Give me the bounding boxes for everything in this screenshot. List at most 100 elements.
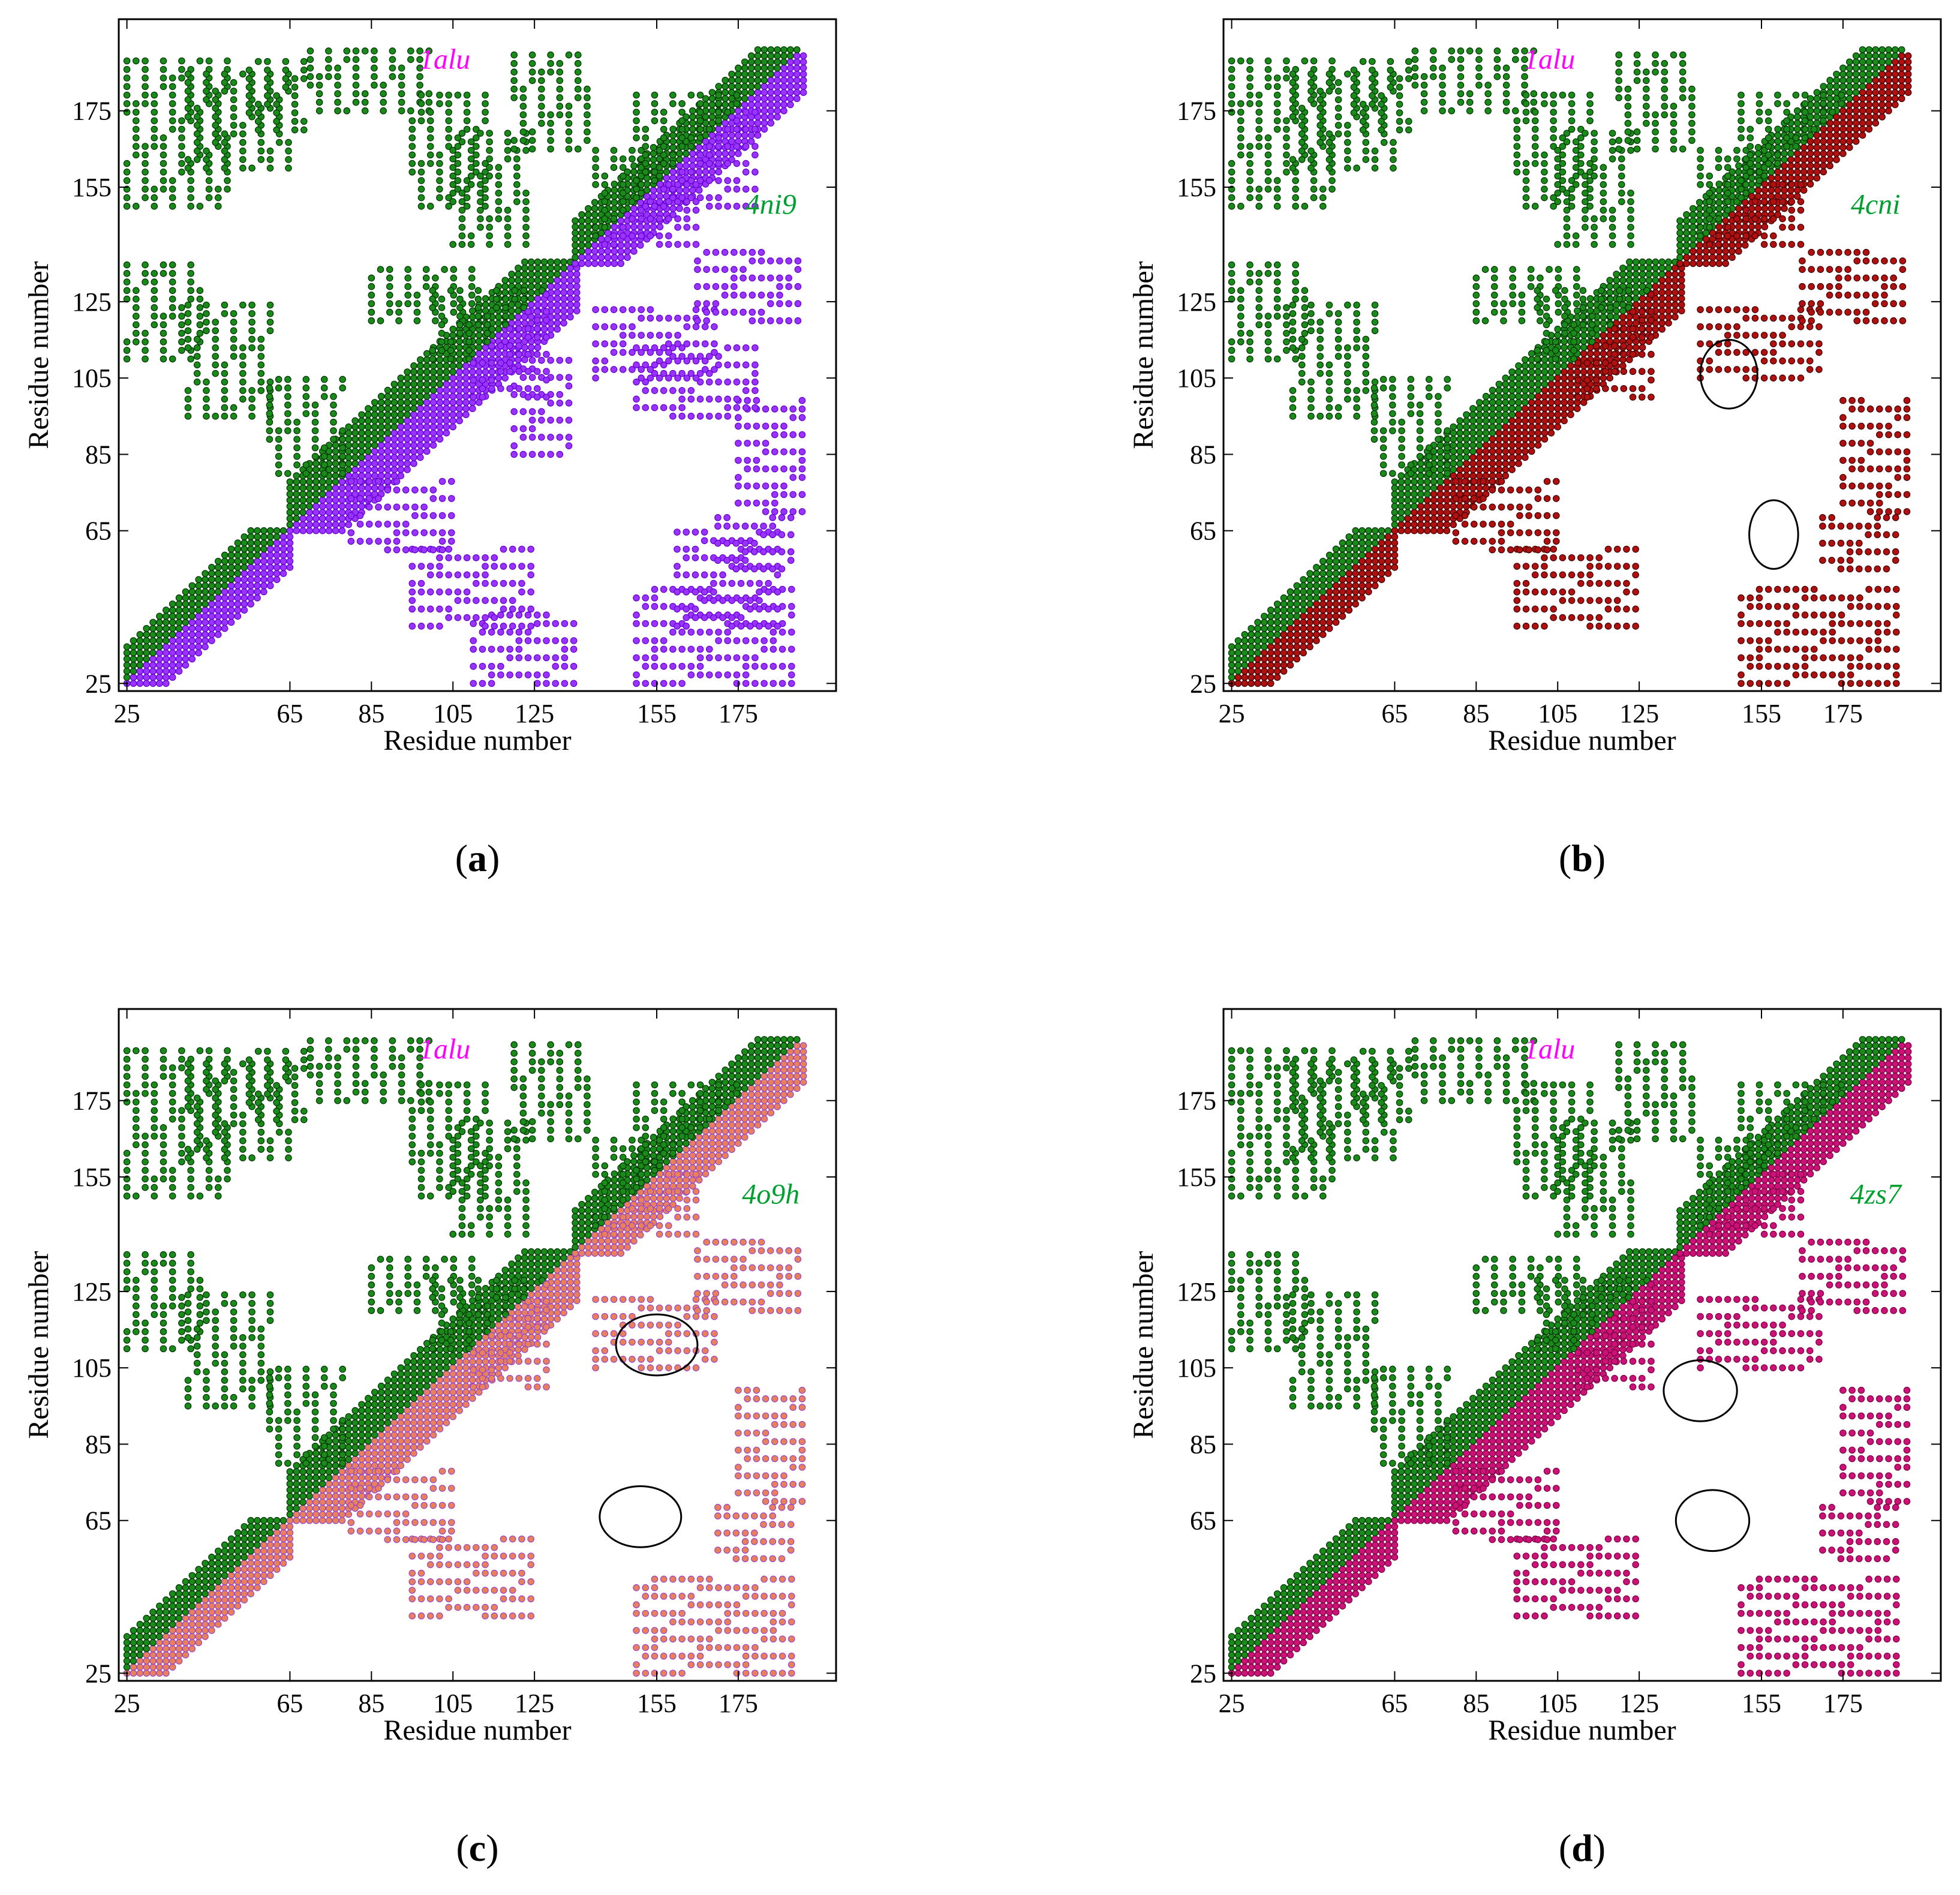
1alu-point [426,151,434,159]
4cni-point [1313,618,1320,626]
1alu-point [477,198,484,205]
1alu-point [315,82,323,89]
4ni9-point [687,387,695,394]
4ni9-point [711,323,718,331]
4ni9-point [787,557,795,564]
4ni9-point [647,374,654,382]
4ni9-point [390,460,398,467]
1alu-point [351,454,359,461]
y-tick-label: 155 [72,173,112,202]
4ni9-point [601,241,609,248]
4cni-point [1561,405,1568,412]
1alu-point [334,73,341,80]
4cni-point [1522,423,1529,431]
1alu-point [136,631,144,638]
1alu-point [361,90,369,98]
4cni-point [1345,594,1353,602]
4ni9-point [683,374,691,382]
1alu-point [1833,83,1840,90]
4ni9-point [241,576,248,583]
1alu-point [221,557,229,565]
4ni9-point [642,603,650,610]
4cni-point [1332,588,1340,596]
4ni9-point [241,594,248,602]
1alu-point [184,395,192,403]
1alu-point [477,130,484,137]
1alu-point [1820,83,1827,90]
1alu-point [282,83,290,91]
1alu-point [334,90,341,98]
1alu-point [416,56,423,63]
4cni-point [1709,260,1716,268]
x-tick-label: 65 [276,699,303,728]
1alu-point [638,181,645,188]
1alu-point [293,444,300,452]
4cni-point [1541,392,1549,400]
1alu-point [410,399,417,406]
4ni9-point [611,254,618,261]
1alu-point [1286,594,1294,602]
1alu-point [404,405,411,412]
4ni9-point [423,399,431,406]
4ni9-point [325,509,333,516]
4ni9-point [674,340,681,347]
4cni-point [1715,223,1723,230]
1alu-point [1502,411,1510,419]
4ni9-point [617,254,624,261]
1alu-point [1502,392,1510,400]
4cni-point [1833,131,1840,139]
1alu-point [611,199,618,206]
4ni9-point [338,484,346,492]
4ni9-point [776,257,783,265]
4ni9-point [227,618,235,626]
4ni9-point [735,422,742,430]
4ni9-point [683,623,690,630]
4cni-point [1839,144,1847,151]
4ni9-point [769,628,777,636]
4cni-point [1683,260,1690,268]
1alu-point [1247,637,1255,644]
1alu-point [410,368,417,376]
1alu-point [578,241,585,249]
4ni9-point [351,484,359,492]
1alu-point [300,75,308,82]
1alu-point [130,661,137,669]
4ni9-point [188,631,196,638]
1alu-point [133,57,140,65]
1alu-point [390,399,398,406]
1alu-point [142,143,149,150]
1alu-point [1632,289,1640,296]
4ni9-point [482,350,489,358]
1alu-point [339,427,347,434]
4cni-point [1781,187,1788,194]
1alu-point [332,472,339,479]
4cni-point [1522,411,1529,419]
4ni9-point [500,579,507,587]
4ni9-point [377,454,385,461]
1alu-point [160,177,167,184]
4ni9-point [447,537,455,545]
1alu-point [193,113,201,121]
1alu-point [203,79,210,86]
4ni9-point [208,612,215,620]
4cni-point [1339,588,1346,596]
4cni-point [1508,430,1516,437]
1alu-point [284,393,291,400]
4ni9-point [554,295,561,302]
4cni-point [1852,113,1860,121]
4cni-point [1515,454,1522,461]
4ni9-point [674,314,681,322]
4cni-point [1391,527,1399,534]
1alu-point [193,378,201,386]
1alu-point [422,283,430,290]
x-tick-label: 105 [433,699,473,728]
1alu-point [365,423,372,431]
4ni9-point [417,417,424,425]
4ni9-point [798,465,806,473]
4ni9-point [449,386,457,394]
4ni9-point [712,283,720,290]
1alu-point [1626,258,1633,266]
4ni9-point [799,52,807,59]
4ni9-point [227,606,235,614]
4cni-point [1384,564,1392,571]
